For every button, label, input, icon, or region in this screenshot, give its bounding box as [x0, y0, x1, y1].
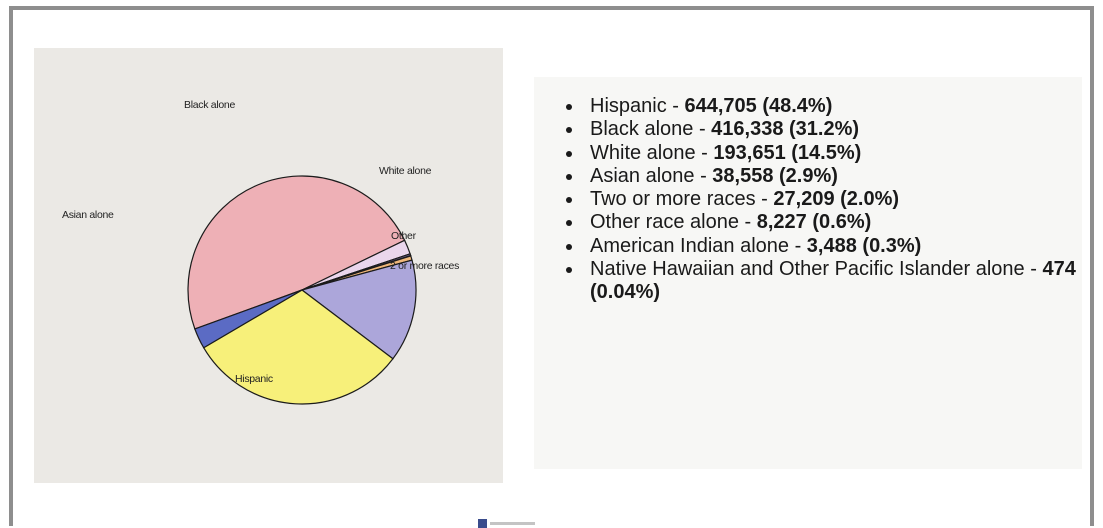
- list-item-label: Other race alone -: [590, 211, 757, 234]
- list-item-label: Native Hawaiian and Other Pacific Island…: [590, 258, 1043, 281]
- pie-slice-label: Other: [391, 230, 417, 242]
- pie-slice-label: Asian alone: [62, 209, 114, 221]
- pie-slice-label: 2 or more races: [390, 260, 459, 272]
- pie-slice: [300, 259, 417, 360]
- list-item-value: 644,705 (48.4%): [684, 95, 833, 117]
- pie-chart: Hispanic 2 or more races Other White alone B…: [62, 99, 459, 405]
- list-item: White alone - 193,651 (14.5%): [566, 141, 1103, 165]
- list-item-value: 416,338 (31.2%): [711, 118, 860, 141]
- list-item: Other race alone - 8,227 (0.6%): [566, 211, 1103, 234]
- list-item-label: American Indian alone -: [590, 234, 807, 257]
- pie-slice-label: Black alone: [184, 99, 235, 111]
- breakdown-list: Hispanic - 644,705 (48.4%) Black alone - …: [534, 95, 1103, 305]
- pie-slice: [194, 289, 303, 349]
- pie-slice-label: Hispanic: [235, 373, 273, 385]
- list-item: Black alone - 416,338 (31.2%): [566, 118, 1103, 141]
- list-item: American Indian alone - 3,488 (0.3%): [566, 234, 1103, 258]
- list-item-value: 474 (0.04%): [590, 258, 1076, 304]
- list-item-value: 193,651 (14.5%): [713, 141, 862, 164]
- source-logo-text: [490, 522, 535, 525]
- breakdown-panel: Hispanic - 644,705 (48.4%) Black alone - …: [534, 77, 1082, 469]
- list-item-value: 38,558 (2.9%): [712, 164, 838, 187]
- pie-chart-panel: Hispanic 2 or more races Other White alone B…: [34, 48, 535, 528]
- pie-slice: [187, 175, 406, 330]
- list-item: Hispanic - 644,705 (48.4%): [566, 95, 1103, 118]
- list-item: Native Hawaiian and Other Pacific Island…: [566, 258, 1103, 305]
- pie-slice: [202, 289, 394, 405]
- list-item-label: Two or more races -: [590, 188, 774, 211]
- list-item: Two or more races - 27,209 (2.0%): [566, 188, 1103, 211]
- list-item: Asian alone - 38,558 (2.9%): [566, 164, 1103, 188]
- pie-slice-label: White alone: [379, 165, 432, 177]
- list-item-label: Black alone -: [590, 118, 712, 141]
- list-item-label: Asian alone -: [590, 164, 713, 187]
- list-item-label: White alone -: [590, 141, 714, 164]
- source-logo-icon: [478, 519, 487, 528]
- list-item-value: 8,227 (0.6%): [756, 211, 872, 234]
- list-item-value: 3,488 (0.3%): [806, 234, 922, 257]
- list-item-label: Hispanic -: [590, 95, 685, 117]
- list-item-value: 27,209 (2.0%): [773, 188, 900, 211]
